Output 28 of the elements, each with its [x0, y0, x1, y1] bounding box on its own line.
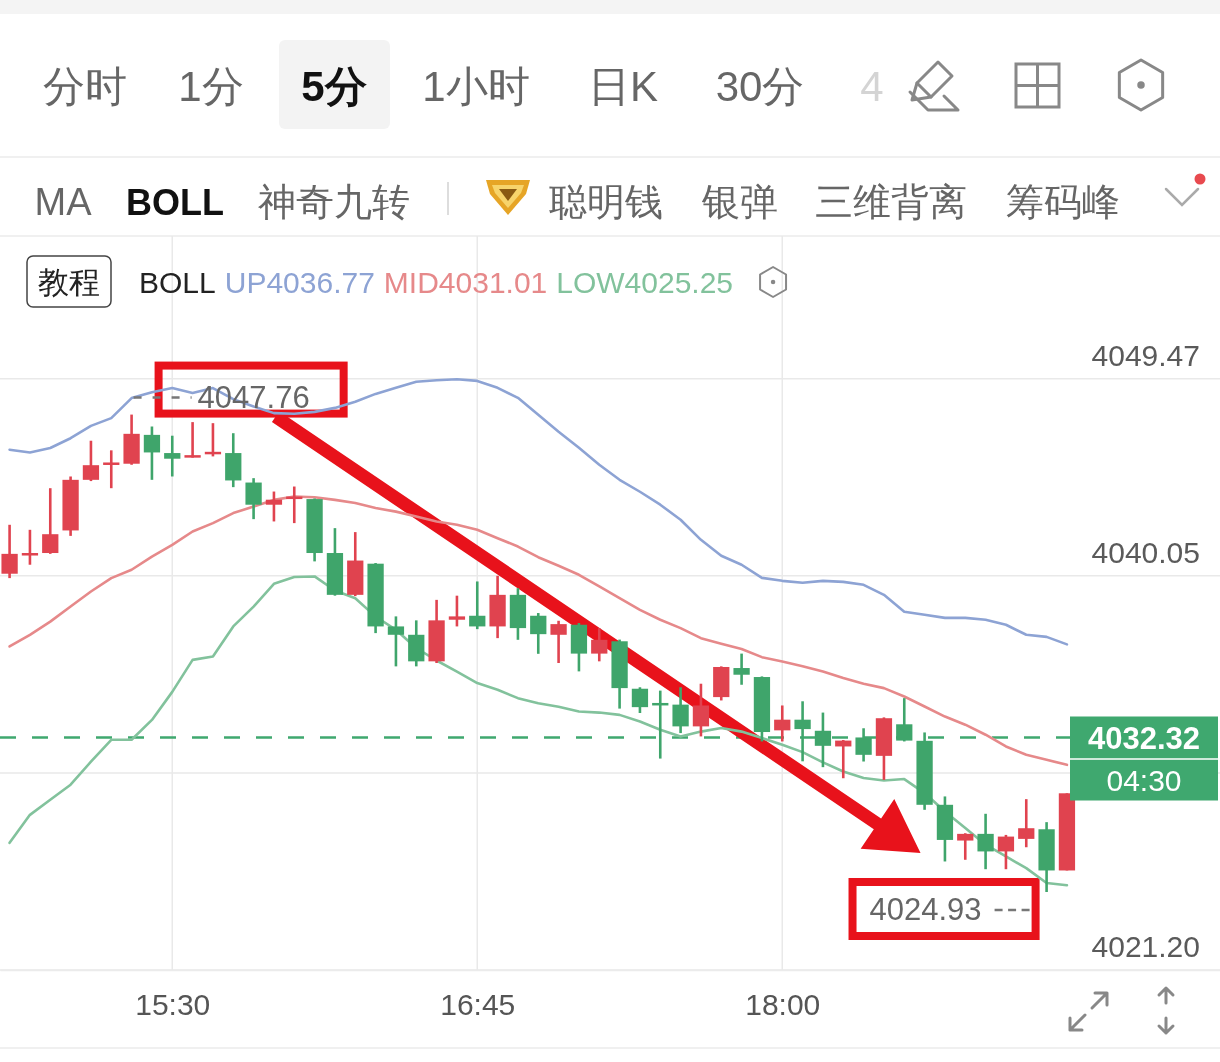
text: LOW4025.25 — [556, 265, 734, 299]
y-tick-label: 4021.20 — [1091, 930, 1200, 963]
y-tick-label: 4049.47 — [1091, 338, 1200, 372]
text: 银弹 — [701, 181, 778, 223]
x-tick-label: 16:45 — [440, 988, 516, 1022]
text: BOLL — [126, 181, 224, 223]
text: 1分 — [178, 62, 244, 110]
text: 筹码峰 — [1006, 181, 1120, 223]
y-tick-label: 4040.05 — [1091, 535, 1200, 569]
x-tick-label: 18:00 — [745, 988, 821, 1022]
text: 5分 — [301, 62, 367, 110]
text: 分时 — [43, 62, 127, 110]
annotation: 4024.93 — [869, 892, 982, 928]
text: UP4036.77 — [224, 265, 375, 299]
text: 30分 — [715, 62, 805, 110]
tutorial-button: 教程 — [26, 255, 112, 308]
legend-title: BOLL — [139, 265, 216, 299]
annotation: 4032.32 — [1087, 720, 1201, 756]
x-tick-label: 15:30 — [135, 988, 211, 1022]
text: MA — [34, 181, 93, 223]
text: 神奇九转 — [258, 181, 410, 223]
text: 三维背离 — [815, 181, 967, 223]
text: 1小时 — [422, 62, 530, 110]
text: 日K — [587, 62, 659, 110]
annotation: 04:30 — [1106, 763, 1182, 797]
text: 聪明钱 — [549, 181, 663, 223]
annotation: 教程 — [38, 264, 100, 300]
text: MID4031.01 — [383, 265, 548, 299]
